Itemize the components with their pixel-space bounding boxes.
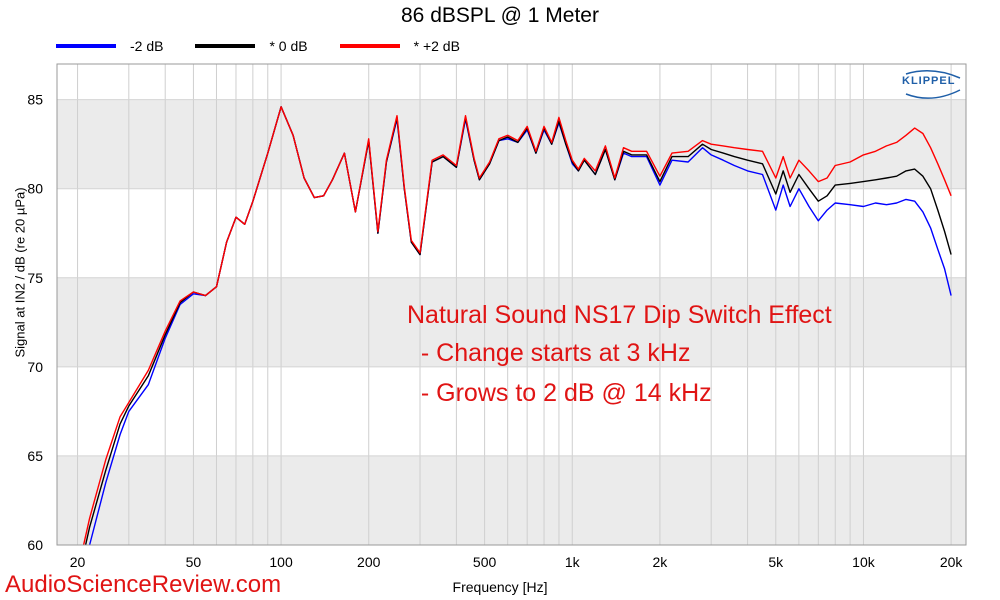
legend-label: * 0 dB [269,38,308,54]
annotation-title: Natural Sound NS17 Dip Switch Effect [407,301,832,329]
legend-item-plus-2db: * +2 dB [339,38,460,54]
plot-border [56,63,967,546]
chart-title: 86 dBSPL @ 1 Meter [401,4,599,27]
x-tick-label: 10k [852,554,876,570]
series-line-2 [76,106,952,572]
y-tick-label: 80 [27,181,43,197]
legend-label: -2 dB [130,38,164,54]
legend: -2 dB * 0 dB * +2 dB [56,37,492,55]
legend-swatch [56,44,116,48]
legend-swatch [195,44,256,48]
y-tick-label: 65 [27,448,43,464]
legend-swatch [339,44,400,48]
x-tick-label: 5k [768,554,784,570]
klippel-logo: KLIPPEL [902,70,964,104]
y-axis-label: Signal at IN2 / dB (re 20 µPa) [12,187,28,358]
series-layer [57,106,966,600]
grid-band [57,455,966,545]
logo-text: KLIPPEL [902,75,956,87]
x-tick-label: 20 [70,554,86,570]
x-tick-label: 2k [653,554,669,570]
y-tick-label: 60 [27,537,43,553]
x-axis-label: Frequency [Hz] [452,579,548,595]
annotation-line-1: - Change starts at 3 kHz [407,339,691,367]
logo-arc-icon [905,70,961,99]
x-tick-label: 1k [565,554,581,570]
x-tick-label: 500 [473,554,497,570]
x-tick-labels: 20 50 100 200 500 1k 2k 5k 10k 20k [70,554,964,570]
grid-band [57,99,966,189]
plot-clip-mask [57,545,966,600]
legend-item-0db: * 0 dB [195,38,308,54]
y-tick-label: 70 [27,359,43,375]
x-tick-label: 20k [940,554,964,570]
x-tick-label: 100 [269,554,293,570]
y-tick-label: 75 [27,270,43,286]
x-tick-label: 50 [186,554,202,570]
y-tick-labels: 60 65 70 75 80 85 [27,92,43,553]
y-tick-label: 85 [27,92,43,108]
legend-item-minus-2db: -2 dB [56,38,163,54]
annotation-line-2: - Grows to 2 dB @ 14 kHz [407,379,712,407]
watermark: AudioScienceReview.com [5,571,282,598]
x-tick-label: 200 [357,554,381,570]
legend-label: * +2 dB [413,38,460,54]
